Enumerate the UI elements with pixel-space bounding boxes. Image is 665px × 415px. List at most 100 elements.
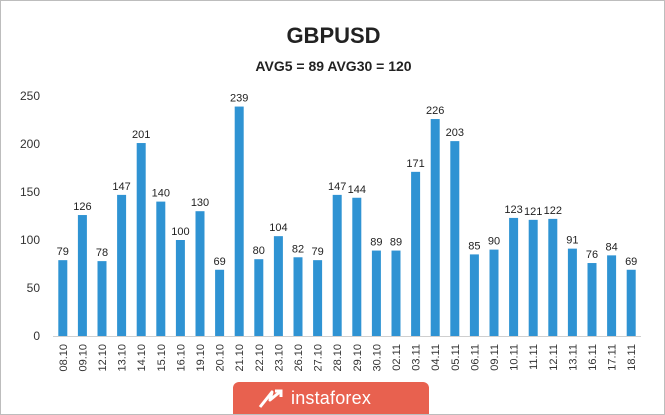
- instaforex-watermark: instaforex: [233, 382, 429, 414]
- data-label: 78: [96, 247, 108, 259]
- x-tick-label: 12.10: [97, 344, 109, 372]
- x-tick-label: 16.10: [175, 344, 187, 372]
- x-tick-label: 14.10: [136, 344, 148, 372]
- bar: [489, 249, 499, 336]
- bar: [587, 263, 597, 336]
- bar: [450, 141, 460, 336]
- data-label: 126: [73, 201, 91, 213]
- bar: [313, 260, 323, 336]
- instaforex-logo-icon: [258, 389, 283, 408]
- bar: [195, 211, 205, 336]
- data-label: 76: [586, 249, 598, 261]
- data-label: 89: [390, 237, 402, 249]
- bar: [567, 248, 577, 336]
- bar: [528, 219, 538, 336]
- data-label: 82: [292, 243, 304, 255]
- bar: [352, 197, 362, 336]
- bar: [607, 255, 617, 336]
- data-label: 239: [230, 93, 248, 105]
- bar: [371, 250, 381, 336]
- data-label: 79: [311, 246, 323, 258]
- x-tick-label: 19.10: [195, 344, 207, 372]
- x-tick-label: 09.10: [77, 344, 89, 372]
- bar: [548, 218, 558, 336]
- x-tick-label: 23.10: [273, 344, 285, 372]
- data-label: 91: [566, 235, 578, 247]
- x-tick-label: 15.10: [156, 344, 168, 372]
- bar: [391, 250, 401, 336]
- x-tick-label: 18.11: [626, 344, 638, 371]
- x-tick-label: 10.11: [509, 344, 521, 371]
- data-label: 147: [112, 181, 130, 193]
- data-label: 140: [152, 188, 170, 200]
- data-label: 226: [426, 105, 444, 117]
- x-tick-label: 13.10: [117, 344, 129, 372]
- y-tick-label: 0: [33, 329, 40, 343]
- x-tick-label: 21.10: [234, 344, 246, 372]
- x-tick-label: 27.10: [313, 344, 325, 372]
- x-tick-label: 17.11: [607, 344, 619, 371]
- bar: [136, 143, 146, 336]
- x-tick-label: 06.11: [469, 344, 481, 371]
- x-tick-label: 16.11: [587, 344, 599, 371]
- bar: [77, 215, 87, 336]
- chart-subtitle: AVG5 = 89 AVG30 = 120: [255, 58, 412, 74]
- x-tick-label: 04.11: [430, 344, 442, 371]
- x-tick-label: 03.11: [411, 344, 423, 371]
- bar: [117, 194, 127, 336]
- data-label: 84: [605, 241, 617, 253]
- bar: [234, 106, 244, 336]
- bar: [156, 201, 166, 336]
- bar: [175, 240, 185, 336]
- data-label: 90: [488, 236, 500, 248]
- data-label: 130: [191, 197, 209, 209]
- data-label: 201: [132, 129, 150, 141]
- bar: [293, 257, 303, 336]
- x-tick-label: 02.11: [391, 344, 403, 371]
- x-tick-label: 12.11: [548, 344, 560, 371]
- bar: [509, 217, 519, 336]
- data-label: 123: [504, 204, 522, 216]
- bar: [626, 269, 636, 336]
- y-tick-label: 250: [20, 89, 40, 103]
- watermark-text: instaforex: [291, 388, 372, 408]
- x-tick-label: 29.10: [352, 344, 364, 372]
- x-tick-label: 11.11: [528, 344, 540, 370]
- data-label: 121: [524, 206, 542, 218]
- data-label: 144: [348, 184, 366, 196]
- data-label: 147: [328, 181, 346, 193]
- x-tick-label: 26.10: [293, 344, 305, 372]
- bar: [430, 119, 440, 336]
- bar: [332, 194, 342, 336]
- data-label: 122: [544, 205, 562, 217]
- data-label: 104: [269, 222, 287, 234]
- x-tick-label: 05.11: [450, 344, 462, 371]
- x-tick-label: 13.11: [567, 344, 579, 371]
- data-label: 79: [57, 246, 69, 258]
- data-label: 100: [171, 226, 189, 238]
- x-tick-label: 28.10: [332, 344, 344, 372]
- data-label: 69: [625, 256, 637, 268]
- y-tick-label: 50: [27, 281, 41, 295]
- bar: [469, 254, 479, 336]
- bar: [411, 171, 421, 336]
- data-label: 80: [253, 245, 265, 257]
- x-tick-label: 08.10: [58, 344, 70, 372]
- data-label: 203: [446, 127, 464, 139]
- bar: [273, 236, 283, 336]
- x-tick-label: 22.10: [254, 344, 266, 372]
- y-tick-label: 100: [20, 233, 40, 247]
- y-tick-label: 150: [20, 185, 40, 199]
- bar: [254, 259, 264, 336]
- data-label: 89: [370, 237, 382, 249]
- bar: [215, 269, 225, 336]
- chart-title: GBPUSD: [286, 23, 381, 48]
- y-tick-label: 200: [20, 137, 40, 151]
- bar: [97, 261, 107, 336]
- data-label: 85: [468, 240, 480, 252]
- data-label: 69: [213, 256, 225, 268]
- x-tick-label: 09.11: [489, 344, 501, 371]
- data-label: 171: [406, 158, 424, 170]
